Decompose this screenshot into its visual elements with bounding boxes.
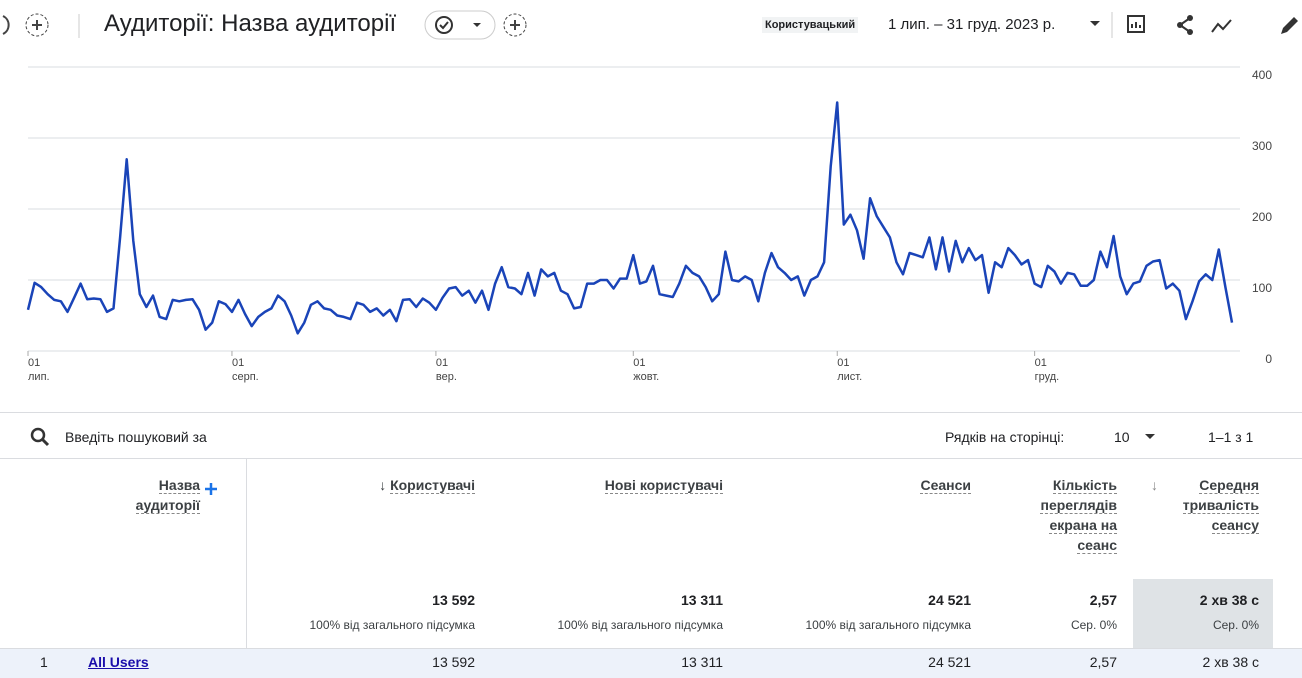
dropdown-arrow[interactable] (1143, 431, 1157, 443)
cell: 24 521 (928, 654, 971, 670)
pagination: 1–1 з 1 (1208, 429, 1254, 445)
total-note: 100% від загального підсумка (805, 618, 971, 632)
report-title: Аудиторії: Назва аудиторії (104, 10, 397, 37)
x-tick-label: 01 (232, 357, 244, 369)
column-header[interactable]: Середня тривалість сеансу (1182, 477, 1259, 534)
row-index: 1 (40, 654, 48, 670)
cell: 13 311 (681, 654, 723, 670)
sort-icon: ↓ (1151, 477, 1158, 493)
toolbar-actions[interactable] (1084, 8, 1302, 42)
column-divider (246, 458, 247, 648)
total-note: 100% від загального підсумка (557, 618, 723, 632)
x-tick-sublabel: лип. (28, 371, 50, 383)
divider (0, 412, 1302, 413)
x-tick-label: 01 (436, 357, 448, 369)
search-input[interactable]: Введіть пошуковий за (65, 429, 207, 445)
total-value: 24 521 (928, 592, 971, 608)
y-tick-label: 200 (1252, 210, 1272, 224)
rows-per-page[interactable]: 10 (1114, 429, 1130, 445)
cell: 2,57 (1089, 654, 1117, 670)
x-tick-label: 01 (28, 357, 40, 369)
total-note: Сер. 0% (1212, 618, 1259, 632)
cell: 2 хв 38 с (1202, 654, 1259, 670)
data-row-bg (0, 648, 1302, 678)
date-range[interactable]: 1 лип. – 31 груд. 2023 р. (888, 16, 1056, 33)
table-top (0, 458, 1302, 459)
line-series (26, 101, 1234, 335)
toolbar-icons (2, 13, 80, 38)
y-tick-label: 300 (1252, 139, 1272, 153)
title-controls[interactable] (424, 8, 534, 42)
column-header[interactable]: Нові користувачі (604, 477, 723, 494)
y-tick-label: 100 (1252, 281, 1272, 295)
add-dimension[interactable] (204, 482, 218, 496)
total-note: Сер. 0% (1070, 618, 1117, 632)
comparison-chip[interactable]: Користувацький (762, 17, 859, 33)
x-tick-label: 01 (633, 357, 645, 369)
total-note: 100% від загального підсумка (309, 618, 475, 632)
column-header[interactable]: Сеанси (920, 477, 971, 494)
column-header[interactable]: ↓ Користувачі (379, 477, 475, 494)
search-icon (30, 427, 50, 447)
x-tick-label: 01 (837, 357, 849, 369)
rows-per-page-label: Рядків на сторінці: (945, 429, 1065, 445)
total-value: 13 592 (432, 592, 475, 608)
y-tick-label: 0 (1265, 352, 1272, 366)
total-value: 2 хв 38 с (1199, 592, 1259, 608)
column-header[interactable]: Кількість переглядів екрана на сеанс (1040, 477, 1117, 554)
x-tick-label: 01 (1035, 357, 1047, 369)
x-tick-sublabel: лист. (837, 371, 862, 383)
audience-link[interactable]: All Users (88, 654, 149, 670)
column-header[interactable]: Назва аудиторії (135, 477, 200, 514)
x-tick-sublabel: серп. (232, 371, 259, 383)
total-value: 2,57 (1089, 592, 1117, 608)
cell: 13 592 (432, 654, 475, 670)
x-tick-sublabel: груд. (1035, 371, 1060, 383)
x-tick-sublabel: вер. (436, 371, 457, 383)
total-value: 13 311 (680, 592, 723, 608)
y-tick-label: 400 (1252, 68, 1272, 82)
chart: 0 100 200 300 400 01 лип. 01 серп. 01 вер. 01 жовт. 0… (26, 66, 1272, 383)
x-tick-sublabel: жовт. (633, 371, 659, 383)
